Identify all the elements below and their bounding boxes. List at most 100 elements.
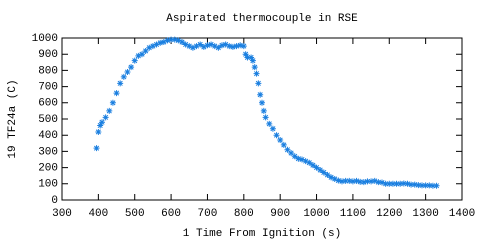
point [164, 37, 171, 44]
point [386, 180, 393, 187]
point [131, 57, 138, 64]
point [422, 182, 429, 189]
x-tick-label: 500 [125, 208, 145, 220]
point [244, 54, 251, 61]
point [324, 171, 331, 178]
point [259, 99, 265, 106]
point [142, 47, 149, 54]
point [242, 51, 249, 58]
point [211, 43, 218, 50]
point [215, 44, 222, 51]
point [393, 180, 400, 187]
point [375, 179, 382, 186]
point [273, 132, 280, 139]
x-tick-label: 1200 [376, 208, 402, 220]
point [95, 128, 102, 135]
point [284, 146, 291, 153]
point [249, 57, 256, 64]
point [320, 169, 327, 176]
point [240, 43, 247, 50]
point [157, 39, 164, 46]
point [262, 114, 269, 121]
point [291, 153, 298, 160]
point [266, 120, 273, 127]
point [328, 174, 335, 181]
point [237, 42, 244, 49]
x-tick-label: 300 [52, 208, 72, 220]
point [226, 43, 233, 50]
point [419, 182, 425, 189]
point [257, 91, 264, 98]
point [189, 44, 196, 51]
x-tick-label: 900 [270, 208, 290, 220]
point [309, 162, 316, 169]
point [346, 177, 353, 184]
point [222, 41, 229, 48]
point [113, 90, 120, 97]
point [153, 41, 160, 48]
point [160, 39, 167, 46]
point [368, 178, 375, 185]
point [149, 43, 156, 50]
point [280, 141, 287, 148]
x-tick-label: 400 [88, 208, 108, 220]
point [360, 179, 367, 186]
point [404, 180, 411, 187]
point [120, 73, 127, 80]
point [426, 182, 433, 189]
y-tick-label: 200 [38, 163, 58, 175]
point [175, 37, 182, 44]
point [411, 181, 418, 188]
point [269, 125, 276, 132]
point [295, 155, 302, 162]
x-tick-label: 700 [198, 208, 218, 220]
x-tick-label: 600 [161, 208, 181, 220]
point [317, 167, 324, 174]
point [193, 43, 200, 50]
point [251, 64, 258, 71]
y-tick-label: 1000 [32, 33, 58, 45]
point [339, 178, 345, 185]
point [124, 69, 131, 76]
point [288, 150, 295, 157]
point [139, 51, 145, 58]
x-tick-label: 1300 [412, 208, 438, 220]
y-tick-label: 800 [38, 65, 58, 77]
point [389, 180, 396, 187]
y-tick-label: 0 [51, 195, 58, 207]
point [109, 99, 116, 106]
point [302, 158, 309, 165]
point [229, 43, 236, 50]
point [106, 107, 113, 114]
point [415, 182, 422, 189]
x-tick-label: 800 [234, 208, 254, 220]
y-tick-label: 400 [38, 130, 58, 142]
y-tick-label: 300 [38, 146, 58, 158]
point [397, 180, 404, 187]
point [182, 41, 189, 48]
point [253, 70, 260, 77]
point [299, 156, 305, 163]
point [260, 107, 267, 114]
point [171, 36, 178, 43]
point [335, 177, 342, 184]
point [197, 41, 204, 48]
point [168, 36, 175, 43]
y-tick-label: 500 [38, 114, 58, 126]
point [117, 80, 124, 87]
point [99, 119, 105, 126]
point [208, 41, 215, 48]
point [277, 137, 284, 144]
y-tick-label: 600 [38, 98, 58, 110]
point [353, 177, 360, 184]
point [97, 122, 104, 129]
point [93, 145, 100, 152]
plot-border [61, 37, 463, 201]
point [200, 43, 207, 50]
point [102, 114, 109, 121]
point [382, 180, 389, 187]
chart-title: Aspirated thermocouple in RSE [166, 13, 358, 25]
point [408, 181, 415, 188]
point [364, 178, 371, 185]
